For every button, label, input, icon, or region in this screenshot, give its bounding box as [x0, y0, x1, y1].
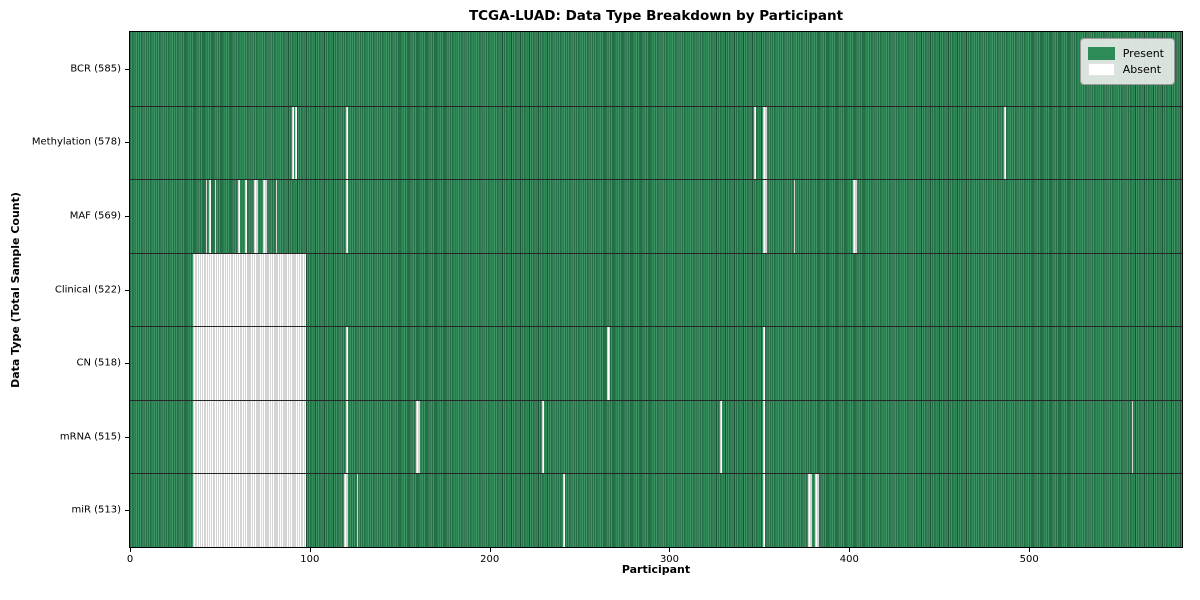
- absent-segment: [192, 400, 307, 474]
- y-tick-mark: [125, 436, 129, 438]
- chart-title: TCGA-LUAD: Data Type Breakdown by Partic…: [468, 8, 844, 24]
- x-tick-label-0: 0: [126, 554, 134, 565]
- absent-segment: [192, 474, 307, 547]
- absent-segment: [345, 180, 348, 253]
- y-tick-label-bcr: BCR (585): [70, 63, 121, 75]
- x-tick-label-500: 500: [1019, 554, 1039, 565]
- legend-item-absent: Absent: [1087, 63, 1164, 76]
- heatmap-row-bcr: [130, 32, 1182, 106]
- absent-segment: [541, 400, 544, 474]
- x-axis-label: Participant: [621, 563, 691, 576]
- y-tick-label-mrna: mRNA (515): [59, 431, 121, 443]
- x-tick-label-400: 400: [839, 554, 859, 565]
- y-tick-label-methylation: Methylation (578): [31, 136, 121, 148]
- y-tick-mark: [125, 289, 129, 291]
- plot-area: Present Absent: [129, 31, 1183, 548]
- absent-segment: [245, 180, 247, 253]
- absent-segment: [815, 474, 819, 547]
- absent-segment: [205, 180, 208, 253]
- legend-swatch-absent: [1087, 63, 1115, 76]
- absent-segment: [754, 106, 756, 180]
- absent-segment: [237, 180, 240, 253]
- absent-segment: [345, 400, 348, 474]
- y-tick-label-mir: miR (513): [71, 504, 121, 516]
- absent-segment: [263, 180, 267, 253]
- absent-segment: [275, 180, 278, 253]
- absent-segment: [209, 180, 211, 253]
- absent-segment: [295, 106, 298, 180]
- y-tick-mark: [125, 510, 129, 512]
- y-tick-mark: [125, 363, 129, 365]
- absent-segment: [719, 400, 722, 474]
- legend-label-absent: Absent: [1122, 63, 1162, 76]
- legend-label-present: Present: [1122, 47, 1164, 60]
- y-tick-mark: [125, 142, 129, 144]
- absent-segment: [762, 180, 767, 253]
- x-tick-mark: [669, 548, 671, 552]
- y-tick-mark: [125, 215, 129, 217]
- legend-swatch-present: [1087, 47, 1115, 60]
- x-tick-mark: [309, 548, 311, 552]
- heatmap-row-maf: [130, 179, 1182, 253]
- x-tick-mark: [1029, 548, 1031, 552]
- x-tick-mark: [489, 548, 491, 552]
- absent-segment: [345, 327, 348, 400]
- x-tick-label-100: 100: [300, 554, 320, 565]
- absent-segment: [356, 474, 359, 547]
- heatmap-row-methylation: [130, 105, 1182, 180]
- absent-segment: [1003, 106, 1006, 180]
- y-tick-label-cn: CN (518): [76, 357, 121, 369]
- absent-segment: [345, 106, 348, 180]
- absent-segment: [192, 327, 307, 400]
- absent-segment: [807, 474, 812, 547]
- x-tick-mark: [130, 548, 131, 552]
- x-tick-label-200: 200: [480, 554, 500, 565]
- absent-segment: [762, 400, 765, 474]
- absent-segment: [793, 180, 796, 253]
- y-tick-mark: [125, 68, 129, 70]
- absent-segment: [606, 327, 611, 400]
- absent-segment: [291, 106, 294, 180]
- heatmap-row-cn: [130, 326, 1182, 400]
- heatmap-row-mir: [130, 473, 1182, 547]
- absent-segment: [852, 180, 857, 253]
- absent-segment: [1131, 400, 1134, 474]
- heatmap-row-mrna: [130, 399, 1182, 474]
- absent-segment: [343, 474, 348, 547]
- y-tick-label-maf: MAF (569): [69, 210, 121, 222]
- absent-segment: [192, 253, 307, 327]
- absent-segment: [214, 180, 217, 253]
- x-tick-label-300: 300: [659, 554, 680, 565]
- y-tick-label-clinical: Clinical (522): [54, 284, 121, 295]
- absent-segment: [762, 327, 765, 400]
- absent-segment: [762, 106, 767, 180]
- heatmap-row-clinical: [130, 252, 1182, 327]
- x-tick-mark: [849, 548, 851, 552]
- absent-segment: [415, 400, 420, 474]
- absent-segment: [254, 180, 258, 253]
- legend-item-present: Present: [1087, 47, 1164, 60]
- absent-segment: [762, 474, 765, 547]
- legend: Present Absent: [1079, 38, 1175, 85]
- absent-segment: [563, 474, 566, 547]
